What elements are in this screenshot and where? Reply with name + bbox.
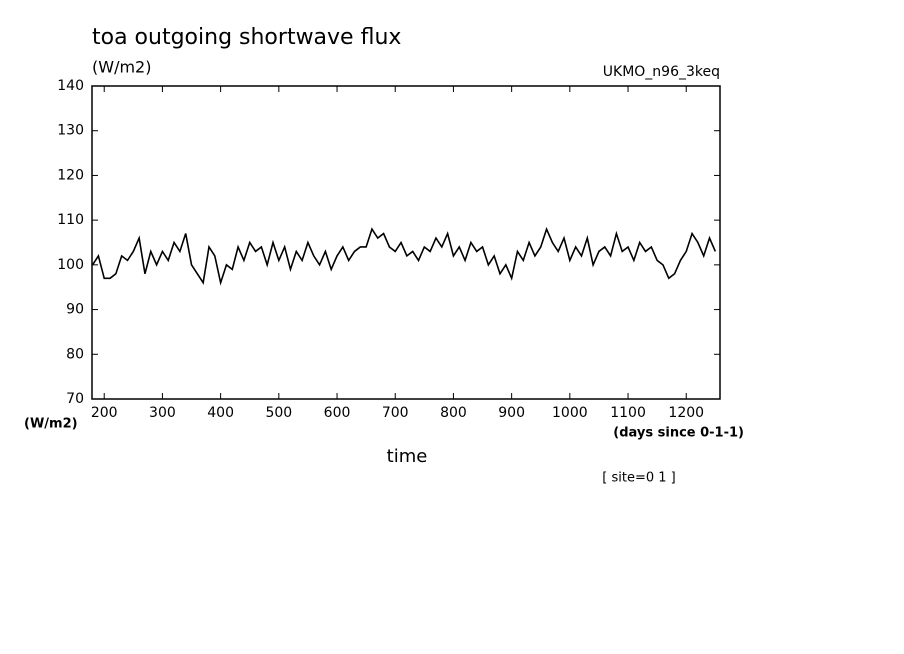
x-axis-units: (days since 0-1-1) (613, 426, 744, 441)
x-tick-label: 900 (498, 405, 525, 421)
x-tick-label: 300 (149, 405, 176, 421)
x-tick-label: 800 (440, 405, 467, 421)
y-tick-label: 70 (66, 391, 84, 407)
units: (W/m2) (92, 58, 151, 77)
data-line (91, 226, 717, 286)
y-tick-label: 110 (57, 212, 84, 228)
y-tick-label: 90 (66, 302, 84, 318)
x-tick-label: 1100 (610, 405, 646, 421)
y-tick-label: 130 (57, 123, 84, 139)
plot-frame (91, 85, 721, 400)
y-axis-label: (W/m2) (24, 417, 78, 432)
x-tick-label: 1000 (552, 405, 588, 421)
chart-title: toa outgoing shortwave flux (92, 25, 401, 50)
x-axis-label: time (387, 446, 428, 467)
x-tick-label: 200 (91, 405, 118, 421)
x-tick-label: 600 (324, 405, 351, 421)
x-tick-label: 700 (382, 405, 409, 421)
x-tick-label: 500 (265, 405, 292, 421)
y-tick-label: 140 (57, 78, 84, 94)
y-tick-label: 80 (66, 346, 84, 362)
x-tick-label: 400 (207, 405, 234, 421)
y-tick-label: 120 (57, 167, 84, 183)
y-tick-label: 100 (57, 257, 84, 273)
site-label: [ site=0 1 ] (602, 471, 675, 486)
x-tick-label: 1200 (668, 405, 704, 421)
model-label: UKMO_n96_3keq (603, 64, 720, 80)
